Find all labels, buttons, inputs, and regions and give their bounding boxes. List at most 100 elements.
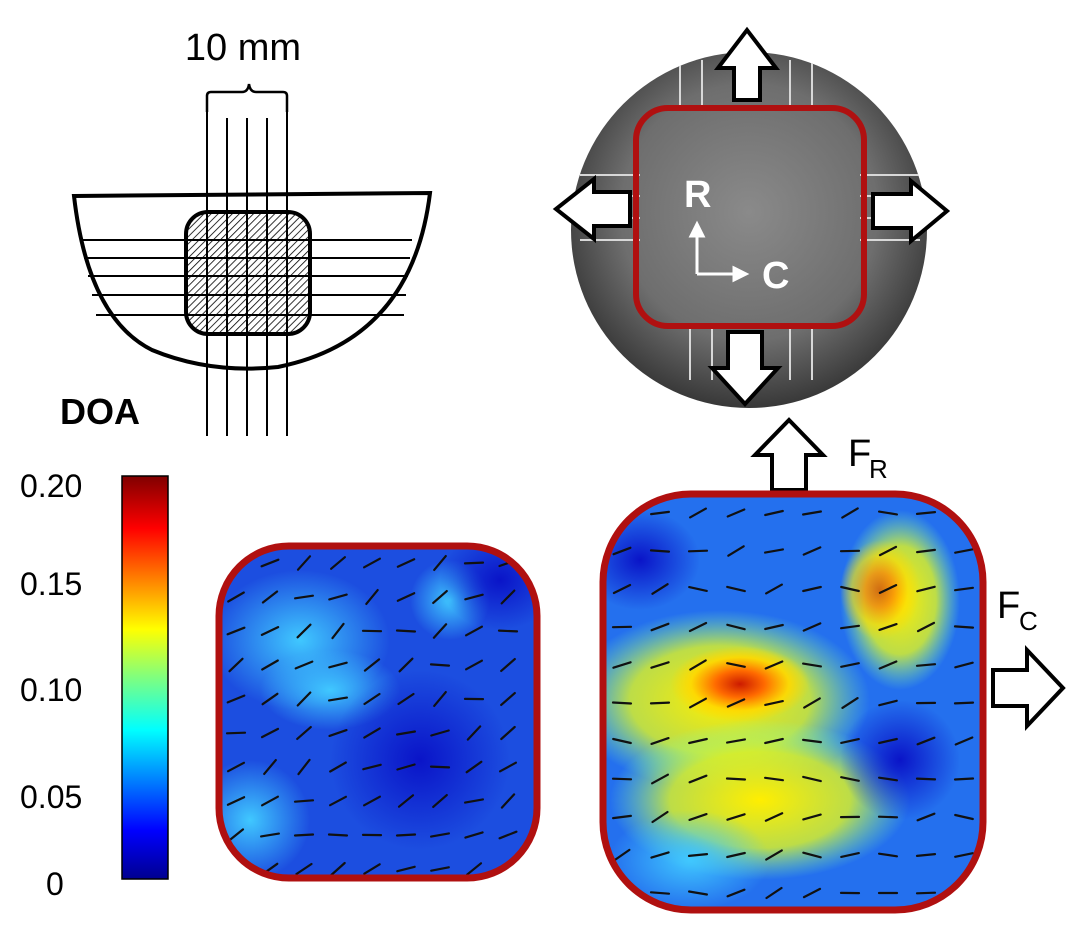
fiber-dash	[261, 692, 279, 706]
fiber-dash	[227, 761, 245, 773]
fiber-dash	[365, 588, 379, 606]
fiber-dash	[915, 891, 937, 895]
colorbar: 0.20 0.15 0.10 0.05 0	[20, 468, 169, 902]
fiber-dash	[260, 727, 280, 739]
fiber-dash	[395, 629, 417, 633]
fiber-dash	[500, 691, 516, 707]
fiber-dash	[878, 660, 898, 670]
scale-label: 10 mm	[185, 27, 301, 69]
fiber-dash	[877, 852, 899, 858]
fiber-dash	[687, 549, 709, 553]
fiber-dash	[396, 558, 416, 568]
fiber-dash	[953, 890, 975, 896]
fiber-dash	[953, 586, 975, 592]
fiber-dash	[611, 814, 633, 820]
fiber-dash	[397, 692, 415, 706]
photo-axes	[688, 220, 750, 283]
fiber-dash	[261, 795, 279, 807]
fiber-dash	[877, 815, 899, 819]
fiber-dash	[430, 866, 450, 872]
fiber-dash	[802, 585, 822, 593]
fiber-dash	[726, 813, 746, 821]
fiber-dash	[500, 657, 516, 673]
fiber-dash	[649, 510, 671, 516]
fiber-dash	[432, 589, 448, 605]
fiber-dash	[227, 828, 245, 842]
fiber-dash	[915, 548, 937, 554]
specimen-photo: R C	[571, 52, 927, 408]
fiber-dash	[429, 765, 451, 769]
fiber-dash	[466, 725, 482, 741]
fiber-dash	[953, 777, 975, 781]
fiber-dash	[649, 549, 671, 553]
fiber-dash	[465, 625, 483, 637]
fiber-dash	[688, 621, 708, 633]
fiber-dash	[432, 793, 448, 809]
fiber-dash	[726, 508, 746, 518]
fiber-dash	[764, 812, 784, 822]
fiber-dash	[295, 862, 313, 876]
fiber-dash	[429, 663, 451, 667]
fiber-dash	[613, 848, 631, 862]
fiber-dash	[878, 583, 898, 595]
tissue-schematic: 10 mm DOA	[60, 27, 433, 436]
fiber-dash	[726, 851, 746, 859]
fiber-dash	[841, 507, 859, 519]
fiber-dash	[500, 793, 516, 809]
fiber-dash	[688, 737, 708, 745]
fiber-dash	[363, 727, 381, 739]
fiber-dash	[465, 760, 483, 774]
fiber-dash	[327, 833, 349, 837]
arrow-right-fc	[991, 644, 1066, 732]
fiber-dash	[953, 701, 975, 705]
hatched-specimen	[184, 210, 312, 336]
fiber-dash	[396, 730, 416, 736]
fiber-dash	[363, 863, 381, 875]
fiber-dash	[228, 657, 244, 673]
fiber-dash	[328, 661, 348, 669]
fiber-dash	[260, 558, 280, 568]
arrow-down-photo	[707, 330, 783, 407]
fiber-dash	[261, 659, 279, 671]
arrow-up-fr	[750, 417, 828, 492]
fiber-dash	[430, 832, 450, 838]
fiber-dash	[726, 623, 746, 631]
fiber-dash	[649, 701, 671, 705]
fiber-dash	[464, 593, 484, 601]
colorbar-tick-label: 0.15	[20, 566, 82, 602]
fiber-dash	[396, 763, 416, 771]
fiber-dash	[497, 629, 519, 633]
photo-background	[571, 52, 927, 408]
fiber-dash	[840, 737, 860, 745]
fiber-dash	[840, 851, 860, 859]
axis-c-label: C	[762, 255, 789, 297]
fiber-dash	[840, 776, 860, 782]
fiber-dash	[229, 860, 243, 878]
arrow-right-photo	[871, 176, 951, 246]
arrow-up-photo	[713, 26, 781, 102]
fiber-dash	[296, 555, 312, 571]
fiber-dash	[801, 738, 823, 744]
force-fc-label: F	[997, 585, 1020, 627]
fiber-dash	[328, 696, 348, 702]
colorbar-tick-label: 0	[46, 866, 64, 902]
fiber-dash	[611, 777, 633, 781]
fiber-dash	[916, 812, 936, 822]
fiber-dash	[649, 891, 671, 895]
fiber-dash	[363, 795, 381, 807]
colorbar-tick-label: 0.05	[20, 779, 82, 815]
fiber-dash	[395, 833, 417, 837]
fiber-dash	[802, 813, 822, 821]
small-map-outline	[215, 542, 541, 882]
fiber-dash	[612, 661, 632, 669]
fiber-dash	[612, 510, 632, 516]
doa-map-large	[599, 490, 987, 914]
fiber-dash	[465, 862, 483, 876]
fiber-dash	[688, 585, 708, 593]
fiber-dash	[612, 737, 632, 745]
fiber-dash	[296, 691, 312, 707]
fiber-dash	[803, 697, 821, 709]
fiber-dash	[916, 621, 936, 633]
fiber-dash	[651, 810, 669, 824]
fiber-dash	[802, 887, 822, 899]
